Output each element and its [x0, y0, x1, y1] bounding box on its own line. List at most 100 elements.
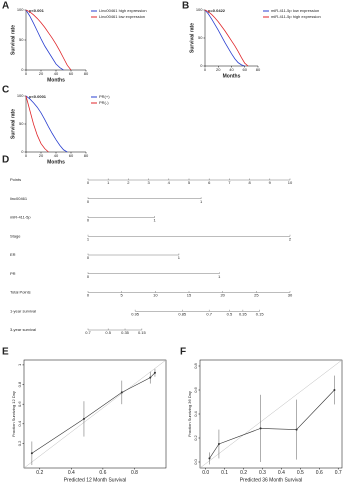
- row-tick-label: 0.7: [206, 311, 212, 316]
- y-tick-label: 0.4: [17, 420, 22, 426]
- row-tick-label: 1: [107, 180, 110, 185]
- row-tick-label: 10: [153, 293, 158, 298]
- row-tick-label: 2: [289, 236, 292, 241]
- row-tick-label: 0: [87, 274, 90, 279]
- y-axis-label: Survival rate: [10, 25, 16, 55]
- row-tick-label: 0.15: [138, 330, 147, 335]
- row-tick-label: 6: [208, 180, 211, 185]
- x-tick-label: 80: [256, 67, 261, 72]
- row-tick-label: 9: [269, 180, 272, 185]
- row-tick-label: 0: [87, 199, 90, 204]
- x-tick-label: 0: [25, 71, 28, 76]
- row-tick-label: 0.35: [239, 311, 248, 316]
- y-axis-label: Fraction Surviving 12 Day: [11, 391, 16, 437]
- row-label: Points: [10, 177, 21, 182]
- panel-label: E: [2, 347, 9, 358]
- x-tick-label: 0.2: [36, 470, 43, 476]
- y-tick-label: 0.6: [17, 401, 22, 407]
- x-tick-label: 0.6: [316, 470, 323, 476]
- x-axis-label: Predicted 12 Month Survival: [64, 477, 127, 483]
- row-tick-label: 2: [127, 180, 130, 185]
- row-tick-label: 1: [200, 199, 203, 204]
- row-tick-label: 1: [218, 274, 221, 279]
- row-label: Stage: [10, 233, 21, 238]
- x-tick-label: 0: [204, 67, 207, 72]
- row-tick-label: 0.15: [256, 311, 265, 316]
- x-tick-label: 0.7: [335, 470, 342, 476]
- legend-label: miR-411-5p low expression: [271, 8, 319, 13]
- x-tick-label: 20: [39, 153, 44, 158]
- row-tick-label: 1: [178, 255, 181, 260]
- row-tick-label: 15: [187, 293, 192, 298]
- x-tick-label: 0.5: [297, 470, 304, 476]
- plot-frame: [23, 359, 167, 469]
- panel-label: C: [2, 85, 9, 96]
- row-tick-label: 0: [87, 293, 90, 298]
- survival-curve: [25, 95, 68, 153]
- legend-label: PR(+): [99, 94, 110, 99]
- y-tick-label: 0.8: [193, 362, 198, 368]
- row-tick-label: 1: [87, 236, 90, 241]
- row-label: Total Points: [10, 290, 31, 295]
- row-tick-label: 0.85: [178, 311, 187, 316]
- x-tick-label: 40: [229, 67, 234, 72]
- calibration-line: [209, 389, 335, 459]
- row-tick-label: 0.35: [121, 330, 130, 335]
- row-tick-label: 7: [228, 180, 231, 185]
- panel-label: D: [2, 155, 9, 166]
- ideal-line: [199, 359, 343, 469]
- y-tick-label: 0: [21, 67, 24, 72]
- y-tick-label: 0.4: [193, 410, 198, 416]
- row-tick-label: 0: [87, 218, 90, 223]
- x-tick-label: 0.2: [240, 470, 247, 476]
- x-tick-label: 20: [39, 71, 44, 76]
- x-axis-label: Months: [47, 77, 65, 83]
- legend-label: PR(-): [99, 100, 109, 105]
- y-tick-label: 0.2: [193, 434, 198, 440]
- row-label: linc00461: [10, 196, 28, 201]
- row-tick-label: 8: [248, 180, 251, 185]
- x-tick-label: 0.4: [68, 470, 75, 476]
- x-tick-label: 60: [69, 153, 74, 158]
- x-tick-label: 0.3: [259, 470, 266, 476]
- p-value: p=0.0422: [208, 8, 226, 13]
- panel-label: B: [182, 1, 189, 12]
- survival-curve: [25, 95, 49, 153]
- x-tick-label: 0.6: [99, 470, 106, 476]
- y-tick-label: 0: [21, 149, 24, 154]
- row-tick-label: 4: [168, 180, 171, 185]
- y-tick-label: 0.0: [193, 458, 198, 464]
- x-tick-label: 0.1: [221, 470, 228, 476]
- y-axis-label: Survival rate: [189, 23, 195, 53]
- x-tick-label: 40: [54, 71, 59, 76]
- survival-curve: [25, 9, 72, 71]
- row-tick-label: 0.5: [105, 330, 111, 335]
- y-tick-label: 50: [198, 35, 203, 40]
- x-tick-label: 20: [216, 67, 221, 72]
- x-tick-label: 40: [54, 153, 59, 158]
- y-tick-label: 50: [19, 121, 24, 126]
- y-tick-label: 100: [17, 7, 24, 12]
- y-tick-label: 1: [17, 363, 22, 366]
- survival-curve: [204, 9, 245, 67]
- y-tick-label: 0.6: [193, 386, 198, 392]
- row-tick-label: 25: [254, 293, 259, 298]
- panel-label: A: [2, 1, 9, 12]
- p-value: p<0.001: [29, 8, 45, 13]
- y-tick-label: 100: [17, 93, 24, 98]
- row-tick-label: 0: [87, 255, 90, 260]
- y-tick-label: 0.8: [17, 381, 22, 387]
- x-tick-label: 0: [25, 153, 28, 158]
- y-axis-label: Survival rate: [10, 109, 16, 139]
- y-tick-label: 0.2: [17, 440, 22, 446]
- row-tick-label: 3: [147, 180, 150, 185]
- row-tick-label: 10: [288, 180, 293, 185]
- y-tick-label: 100: [196, 7, 203, 12]
- legend-label: miR-411-5p high expression: [271, 14, 321, 19]
- row-label: 3-year survival: [10, 327, 36, 332]
- row-tick-label: 5: [188, 180, 191, 185]
- row-tick-label: 0.95: [131, 311, 140, 316]
- row-label: 1-year survival: [10, 308, 36, 313]
- x-tick-label: 60: [243, 67, 248, 72]
